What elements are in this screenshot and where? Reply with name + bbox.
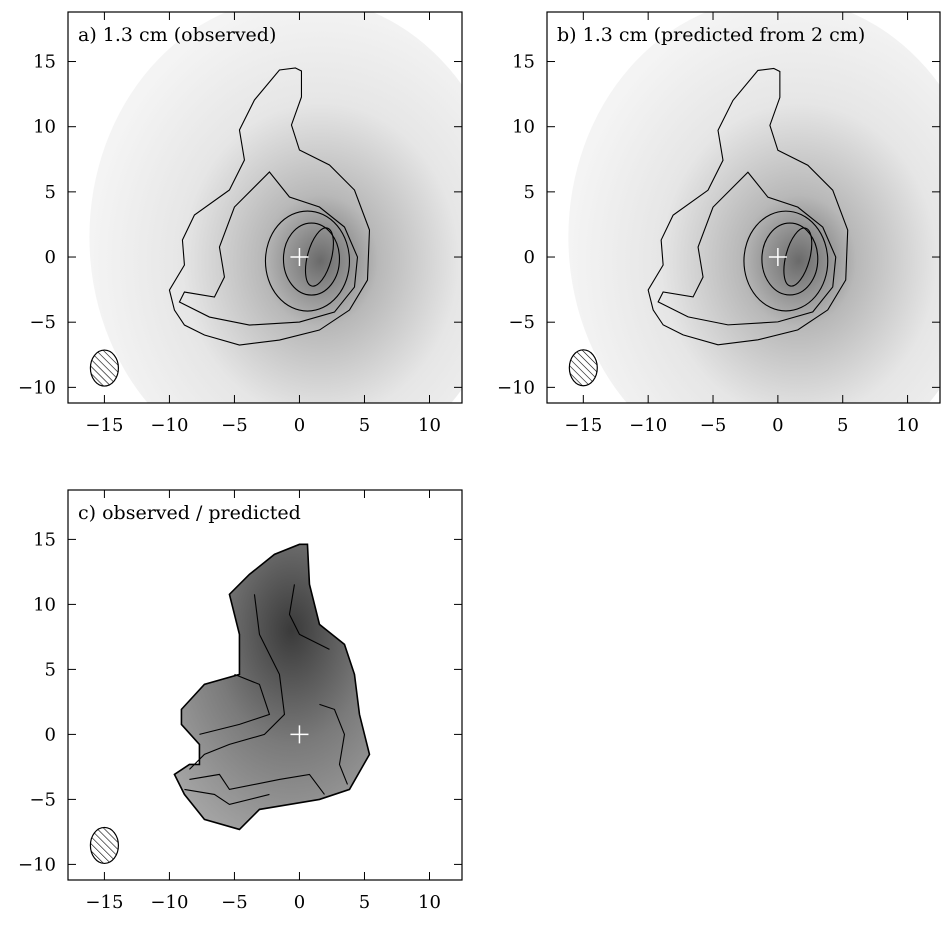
panel-title: a) 1.3 cm (observed) — [78, 24, 276, 46]
ratio-map — [174, 544, 369, 829]
y-tick-label: 15 — [33, 529, 56, 550]
beam — [90, 350, 118, 386]
beam — [90, 827, 118, 863]
y-tick-label: 5 — [45, 182, 56, 203]
map — [90, 544, 369, 863]
y-tick-label: 0 — [45, 724, 56, 745]
x-tick-label: −5 — [221, 892, 248, 913]
y-tick-label: −5 — [508, 312, 535, 333]
y-tick-label: 10 — [512, 117, 535, 138]
panel-title: b) 1.3 cm (predicted from 2 cm) — [557, 24, 865, 46]
y-tick-label: −10 — [497, 377, 535, 398]
y-tick-label: 5 — [524, 182, 535, 203]
panel: −15 −10 −5 0 5 10 −10 −5 0 5 10 15 a) 1.3 cm (observ… — [18, 0, 510, 477]
panel: −15 −10 −5 0 5 10 −10 −5 0 5 10 15 b) 1.3 cm (predic… — [497, 0, 943, 477]
y-tick-label: −10 — [18, 854, 56, 875]
x-tick-label: −5 — [221, 415, 248, 436]
y-tick-label: 15 — [33, 52, 56, 73]
y-tick-label: 10 — [33, 594, 56, 615]
map — [89, 0, 509, 477]
y-tick-label: −5 — [29, 789, 56, 810]
panel-title: c) observed / predicted — [78, 502, 301, 524]
x-tick-label: −10 — [629, 415, 667, 436]
y-tick-label: 5 — [45, 659, 56, 680]
x-tick-label: 10 — [896, 415, 919, 436]
intensity-map — [89, 0, 509, 477]
x-tick-label: 0 — [294, 892, 305, 913]
y-tick-label: 10 — [33, 117, 56, 138]
beam — [569, 350, 597, 386]
y-tick-label: −10 — [18, 377, 56, 398]
y-tick-label: 0 — [524, 247, 535, 268]
x-tick-label: −15 — [85, 415, 123, 436]
panel: −15 −10 −5 0 5 10 −10 −5 0 5 10 15 c) observed / pre… — [18, 490, 462, 913]
y-tick-label: −5 — [29, 312, 56, 333]
figure: −15 −10 −5 0 5 10 −10 −5 0 5 10 15 a) 1.3 cm (observ… — [0, 0, 943, 930]
y-tick-label: 0 — [45, 247, 56, 268]
x-tick-label: −15 — [85, 892, 123, 913]
x-tick-label: 5 — [359, 892, 370, 913]
x-tick-label: 10 — [418, 892, 441, 913]
x-tick-label: −10 — [150, 892, 188, 913]
x-tick-label: 0 — [772, 415, 783, 436]
map-content — [90, 544, 369, 863]
map-content — [568, 0, 943, 477]
y-tick-label: 15 — [512, 52, 535, 73]
intensity-map — [568, 0, 943, 477]
x-tick-label: 5 — [837, 415, 848, 436]
x-tick-label: −5 — [700, 415, 727, 436]
x-tick-label: −15 — [564, 415, 602, 436]
map — [568, 0, 943, 477]
map-content — [89, 0, 509, 477]
x-tick-label: 0 — [294, 415, 305, 436]
x-tick-label: −10 — [150, 415, 188, 436]
x-tick-label: 5 — [359, 415, 370, 436]
x-tick-label: 10 — [418, 415, 441, 436]
